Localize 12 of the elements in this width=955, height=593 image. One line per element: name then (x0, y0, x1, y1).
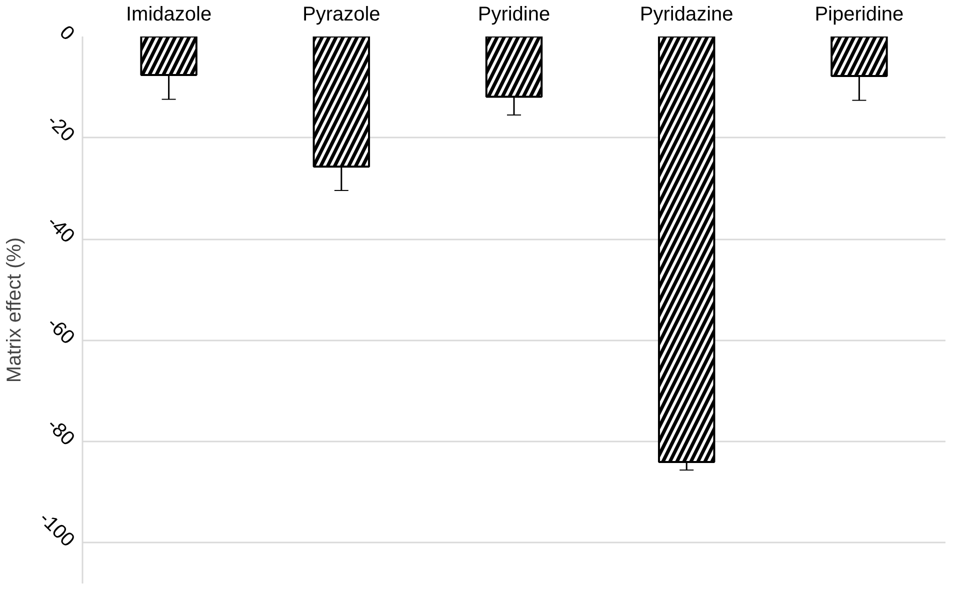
y-tick-label: -40 (42, 212, 79, 248)
x-tick-label: Piperidine (814, 4, 904, 26)
x-tick-label: Imidazole (126, 4, 212, 26)
y-tick-label: -100 (34, 508, 79, 552)
x-tick-label: Pyridine (478, 4, 550, 26)
y-tick-label: -80 (42, 414, 79, 450)
y-tick-label: -20 (42, 110, 79, 146)
x-tick-label: Pyrazole (302, 4, 380, 26)
x-tick-label: Pyridazine (640, 4, 734, 26)
y-axis-title: Matrix effect (%) (3, 237, 26, 383)
y-tick-label: -60 (42, 312, 79, 349)
y-tick-label: 0 (55, 22, 79, 45)
